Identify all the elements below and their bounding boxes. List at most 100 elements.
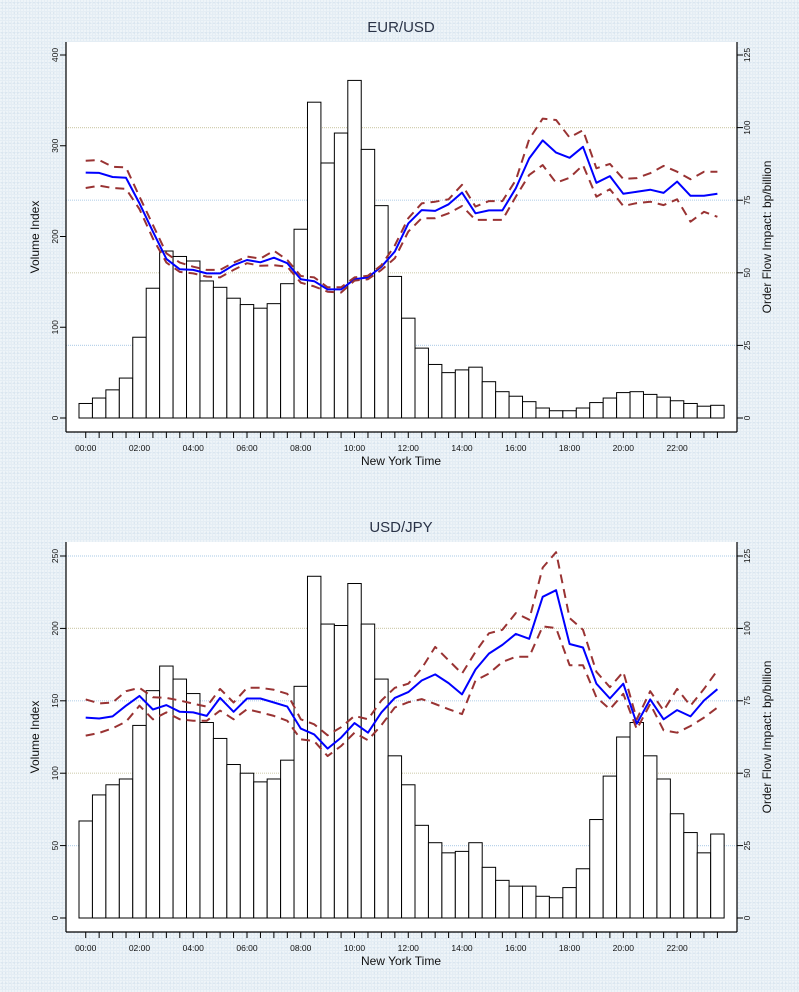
x-tick-label: 00:00 [75, 443, 97, 453]
volume-bar [199, 722, 214, 919]
volume-bar [696, 852, 712, 919]
x-axis-label: New York Time [361, 954, 441, 968]
x-tick-label: 06:00 [236, 443, 258, 453]
x-tick-label: 08:00 [290, 443, 312, 453]
y-tick-label: 200 [50, 621, 60, 635]
volume-bar [589, 819, 604, 919]
x-tick-label: 12:00 [398, 943, 420, 953]
volume-bar [441, 372, 456, 419]
volume-bar [495, 391, 510, 419]
volume-bar [78, 820, 93, 919]
volume-bar [105, 389, 120, 419]
volume-bar [266, 778, 282, 919]
x-tick-label: 04:00 [183, 943, 205, 953]
volume-bar [508, 885, 524, 919]
y-tick-label: 50 [50, 841, 60, 851]
x-tick-label: 20:00 [613, 443, 635, 453]
volume-bar [186, 260, 201, 419]
y-axis-label: Volume Index [28, 201, 42, 274]
volume-bar [239, 772, 255, 919]
x-tick-label: 22:00 [666, 443, 688, 453]
x-tick-label: 18:00 [559, 943, 581, 953]
volume-bar [683, 832, 698, 919]
volume-bar [589, 402, 604, 419]
volume-bar [548, 410, 564, 419]
y-tick-label: 200 [50, 229, 60, 243]
volume-bar [683, 402, 698, 419]
volume-bar [145, 690, 161, 919]
y2-tick-label: 25 [742, 340, 752, 350]
volume-bar [441, 852, 456, 919]
volume-bar [360, 148, 376, 419]
volume-bar [172, 255, 188, 419]
volume-bar [118, 778, 134, 919]
volume-bar [669, 813, 685, 919]
x-tick-label: 08:00 [290, 943, 312, 953]
volume-bar [347, 79, 362, 419]
volume-bar [91, 794, 107, 919]
volume-bar [159, 665, 174, 919]
volume-bar [427, 842, 443, 919]
x-tick-label: 18:00 [559, 443, 581, 453]
chart-title: USD/JPY [369, 519, 432, 536]
x-tick-label: 14:00 [451, 443, 473, 453]
x-tick-label: 16:00 [505, 443, 527, 453]
volume-bar [105, 784, 120, 919]
x-tick-label: 10:00 [344, 943, 366, 953]
y2-tick-label: 100 [742, 120, 752, 134]
y2-tick-label: 25 [742, 841, 752, 851]
y2-tick-label: 0 [742, 915, 752, 920]
volume-bar [253, 307, 268, 419]
volume-bar [522, 401, 537, 419]
y2-tick-label: 100 [742, 621, 752, 635]
y2-tick-label: 50 [742, 268, 752, 278]
volume-bar [239, 304, 255, 419]
volume-bar [575, 407, 591, 419]
x-tick-label: 22:00 [666, 943, 688, 953]
volume-bar [186, 693, 201, 919]
volume-bar [535, 407, 550, 419]
volume-bar [333, 625, 349, 919]
volume-bar [710, 404, 725, 419]
volume-bar [132, 724, 147, 919]
volume-bar [172, 678, 188, 919]
volume-bar [535, 895, 550, 919]
x-tick-label: 12:00 [398, 443, 420, 453]
volume-bar [387, 275, 403, 419]
volume-bar [266, 303, 282, 419]
volume-bar [199, 280, 214, 419]
volume-bar [696, 405, 712, 419]
volume-bar [642, 755, 658, 919]
lower-band-line [85, 164, 718, 294]
volume-bar [602, 397, 618, 419]
volume-bar [401, 784, 416, 919]
volume-bar [454, 850, 470, 919]
y2-axis-label: Order Flow Impact: bp/billion [760, 161, 774, 314]
volume-bar [602, 775, 618, 919]
y-axis-label: Volume Index [28, 701, 42, 774]
y2-tick-label: 0 [742, 415, 752, 420]
volume-bar [118, 377, 134, 419]
x-axis-label: New York Time [361, 454, 441, 468]
volume-bar [212, 286, 228, 419]
y2-tick-label: 125 [742, 549, 752, 563]
lower-band-line [85, 625, 719, 758]
volume-bar [495, 879, 510, 919]
y-tick-label: 400 [50, 48, 60, 62]
volume-bar [320, 162, 335, 419]
y-tick-label: 300 [50, 138, 60, 152]
volume-bar [548, 897, 564, 919]
volume-bar [374, 205, 389, 419]
volume-bar [562, 887, 577, 919]
volume-bar [454, 369, 470, 419]
volume-bar [159, 250, 174, 419]
volume-bar [468, 366, 483, 419]
volume-bar [280, 759, 295, 919]
y-tick-label: 0 [50, 915, 60, 920]
volume-bar [145, 287, 161, 419]
volume-bar [226, 764, 241, 919]
impact-line [85, 589, 719, 750]
volume-bar [333, 132, 349, 419]
y-tick-label: 0 [50, 415, 60, 420]
